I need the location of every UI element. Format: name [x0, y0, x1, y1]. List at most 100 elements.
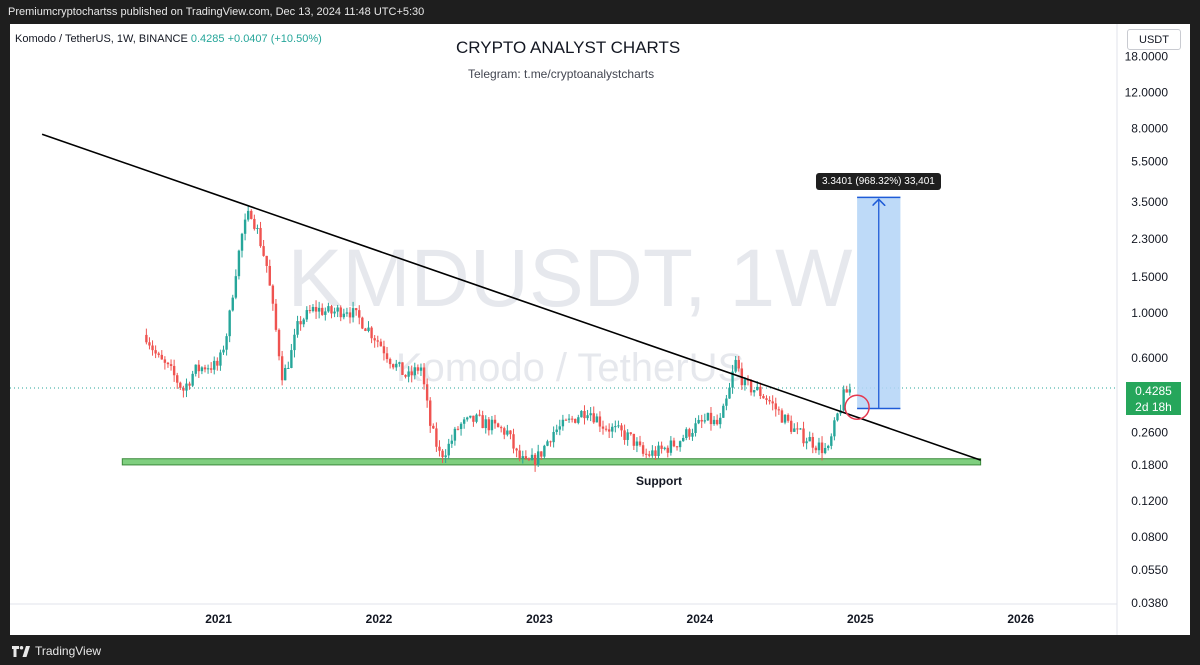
- candle-up: [530, 454, 534, 461]
- candle-down: [503, 428, 506, 435]
- candle-up: [305, 310, 309, 320]
- candle-up: [830, 436, 833, 446]
- candle-up: [703, 420, 707, 422]
- candle-up: [706, 412, 710, 421]
- candle-down: [216, 360, 219, 366]
- candle-down: [361, 317, 364, 329]
- candle-up: [459, 423, 463, 430]
- candle-down: [533, 454, 537, 465]
- candle-up: [206, 368, 210, 370]
- candle-up: [561, 419, 565, 427]
- candle-up: [743, 379, 747, 386]
- candle-down: [524, 456, 528, 459]
- candle-up: [611, 426, 614, 432]
- candle-down: [564, 419, 568, 421]
- candle-up: [567, 418, 571, 420]
- candle-down: [814, 447, 818, 451]
- candle-up: [345, 312, 349, 314]
- price-axis[interactable]: 18.0000 12.0000 8.0000 5.5000 3.5000 2.3000 1.…: [1125, 50, 1169, 610]
- candle-down: [145, 334, 148, 343]
- support-zone: [121, 458, 982, 466]
- candle-up: [327, 306, 330, 312]
- symbol-legend[interactable]: Komodo / TetherUS, 1W, BINANCE 0.4285 +0…: [15, 33, 322, 45]
- candle-down: [749, 380, 753, 393]
- price-tick-label: 0.0550: [1131, 563, 1168, 577]
- candle-up: [506, 430, 509, 435]
- candle-down: [321, 307, 324, 315]
- candle-up: [752, 390, 756, 393]
- candle-down: [601, 426, 605, 429]
- currency-button[interactable]: USDT: [1127, 29, 1181, 50]
- candle-down: [253, 218, 256, 229]
- candle-down: [401, 362, 404, 375]
- candle-down: [259, 227, 262, 247]
- candle-down: [163, 359, 167, 363]
- candle-down: [265, 255, 268, 266]
- candle-down: [379, 341, 383, 347]
- candle-up: [296, 321, 299, 335]
- candle-down: [499, 427, 503, 429]
- candle-down: [654, 450, 657, 456]
- candle-down: [762, 396, 765, 399]
- candle-down: [391, 364, 395, 368]
- candle-up: [413, 367, 416, 376]
- chart-canvas[interactable]: KMDUSDT, 1W Komodo / TetherUS 18.0000 12.…: [10, 24, 1190, 635]
- candle-down: [493, 419, 497, 424]
- candle-down: [364, 328, 367, 332]
- candle-up: [234, 276, 238, 298]
- symbol-name[interactable]: Komodo / TetherUS, 1W, BINANCE: [15, 33, 188, 45]
- candle-up: [805, 441, 808, 444]
- candle-down: [188, 383, 191, 386]
- chart-panel[interactable]: KMDUSDT, 1W Komodo / TetherUS 18.0000 12.…: [10, 24, 1190, 635]
- candle-down: [620, 425, 623, 431]
- candle-up: [240, 233, 244, 251]
- watermark-sub: Komodo / TetherUS: [396, 346, 744, 390]
- candle-down: [425, 384, 429, 401]
- tradingview-logo[interactable]: TradingView: [12, 644, 101, 658]
- candle-up: [712, 419, 716, 425]
- candle-down: [410, 371, 413, 376]
- candle-up: [311, 306, 315, 312]
- candle-up: [200, 367, 204, 372]
- candle-down: [672, 440, 676, 447]
- candle-down: [786, 414, 790, 421]
- candle-up: [595, 416, 599, 423]
- candle-down: [151, 345, 154, 351]
- candle-up: [333, 311, 336, 314]
- tradingview-brand: TradingView: [35, 644, 102, 658]
- candle-up: [823, 448, 827, 454]
- descending-trendline: [41, 133, 981, 461]
- candle-up: [228, 310, 231, 337]
- candle-up: [734, 359, 737, 372]
- candle-up: [293, 334, 296, 351]
- candle-up: [725, 398, 728, 406]
- candle-up: [663, 447, 666, 449]
- candle-down: [438, 446, 441, 451]
- candle-down: [456, 428, 460, 430]
- candle-down: [179, 382, 182, 388]
- price-tick-label: 0.2600: [1131, 425, 1168, 439]
- candle-down: [308, 310, 312, 312]
- candle-up: [722, 405, 725, 418]
- candle-up: [833, 420, 836, 437]
- candle-up: [580, 410, 583, 418]
- candle-up: [694, 423, 697, 433]
- candle-down: [666, 447, 669, 453]
- time-axis[interactable]: 2021 2022 2023 2024 2025 2026: [205, 612, 1034, 626]
- candle-down: [570, 418, 574, 420]
- candle-up: [552, 431, 555, 443]
- candle-up: [626, 432, 629, 440]
- candle-up: [484, 419, 487, 429]
- candle-up: [848, 389, 852, 393]
- time-tick-label: 2025: [847, 612, 874, 626]
- candle-up: [246, 210, 250, 220]
- candle-down: [354, 308, 358, 311]
- bar-countdown: 2d 18h: [1135, 400, 1172, 414]
- support-zone-group: [121, 458, 982, 466]
- candle-up: [231, 297, 234, 311]
- candle-up: [237, 250, 241, 277]
- breakout-circle: [844, 394, 870, 420]
- candle-up: [462, 419, 466, 424]
- candle-up: [222, 349, 225, 353]
